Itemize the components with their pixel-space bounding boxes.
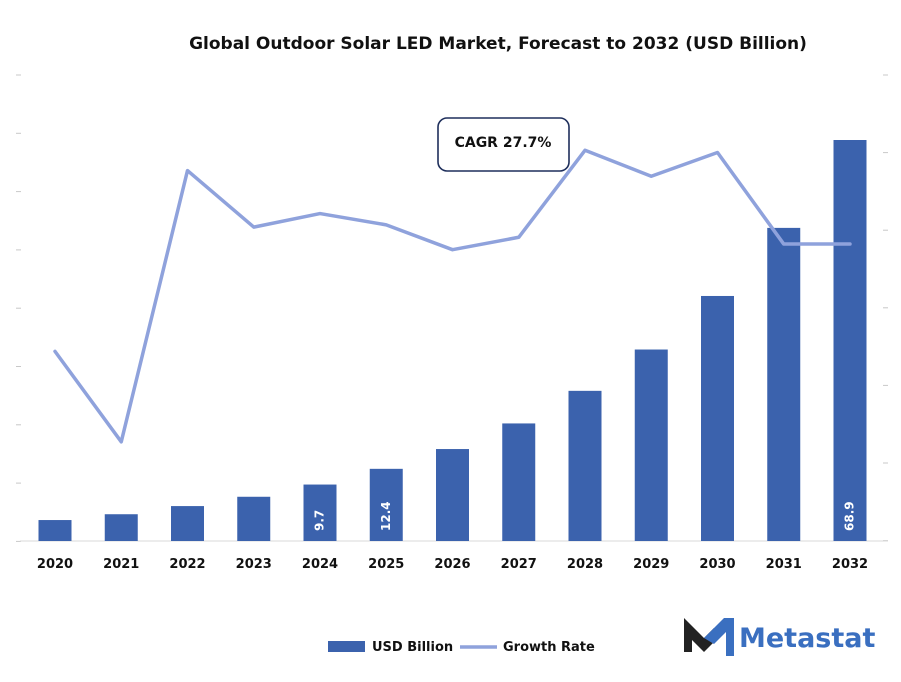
left-axis-ticks: [16, 74, 21, 542]
bar-2032: [833, 140, 867, 541]
x-label-2021: 2021: [103, 557, 139, 572]
bar-2021: [104, 514, 138, 541]
x-label-2030: 2030: [699, 557, 735, 572]
bar-2031: [767, 227, 801, 541]
bar-2029: [634, 349, 668, 541]
metastat-logo-icon-accent: [704, 618, 734, 656]
bar-2030: [701, 295, 734, 541]
bar-label-2025: 12.4: [379, 501, 393, 531]
bar-label-2024: 9.7: [313, 510, 327, 531]
logo-text: Metastat: [739, 623, 876, 654]
bar-label-2032: 68.9: [843, 501, 857, 531]
x-label-2022: 2022: [169, 557, 205, 572]
cagr-label: CAGR 27.7%: [455, 135, 552, 151]
cagr-callout: CAGR 27.7%: [437, 117, 570, 172]
bar-2020: [38, 520, 72, 541]
cagr-box: [437, 117, 570, 172]
x-label-2031: 2031: [766, 557, 802, 572]
bar-series: [38, 140, 867, 541]
bar-2027: [502, 423, 536, 541]
bar-2022: [171, 506, 204, 541]
x-label-2023: 2023: [236, 557, 272, 572]
x-label-2027: 2027: [501, 557, 537, 572]
bar-2024: [303, 484, 337, 541]
x-label-2020: 2020: [37, 557, 73, 572]
x-label-2028: 2028: [567, 557, 603, 572]
legend-label-usd: USD Billion: [372, 640, 453, 655]
legend-swatch-usd: [328, 641, 365, 652]
bar-2028: [568, 390, 602, 541]
x-label-2032: 2032: [832, 557, 868, 572]
bar-2023: [237, 496, 271, 541]
x-label-2029: 2029: [633, 557, 669, 572]
legend-label-growth: Growth Rate: [503, 640, 595, 655]
bar-2025: [369, 468, 403, 541]
bar-data-labels: 9.7 12.4 68.9: [313, 501, 857, 531]
right-axis-ticks: [883, 74, 888, 542]
legend: USD Billion Growth Rate: [328, 640, 595, 655]
line-series: [53, 148, 852, 444]
x-label-2026: 2026: [434, 557, 470, 572]
x-axis-labels: 2020 2021 2022 2023 2024 2025 2026 2027 2028 2029…: [37, 557, 868, 572]
metastat-logo: Metastat: [684, 618, 876, 656]
bar-2026: [436, 449, 469, 541]
chart-title: Global Outdoor Solar LED Market, Forecas…: [189, 34, 807, 54]
x-label-2024: 2024: [302, 557, 338, 572]
metastat-logo-icon: [684, 618, 714, 652]
x-label-2025: 2025: [368, 557, 404, 572]
